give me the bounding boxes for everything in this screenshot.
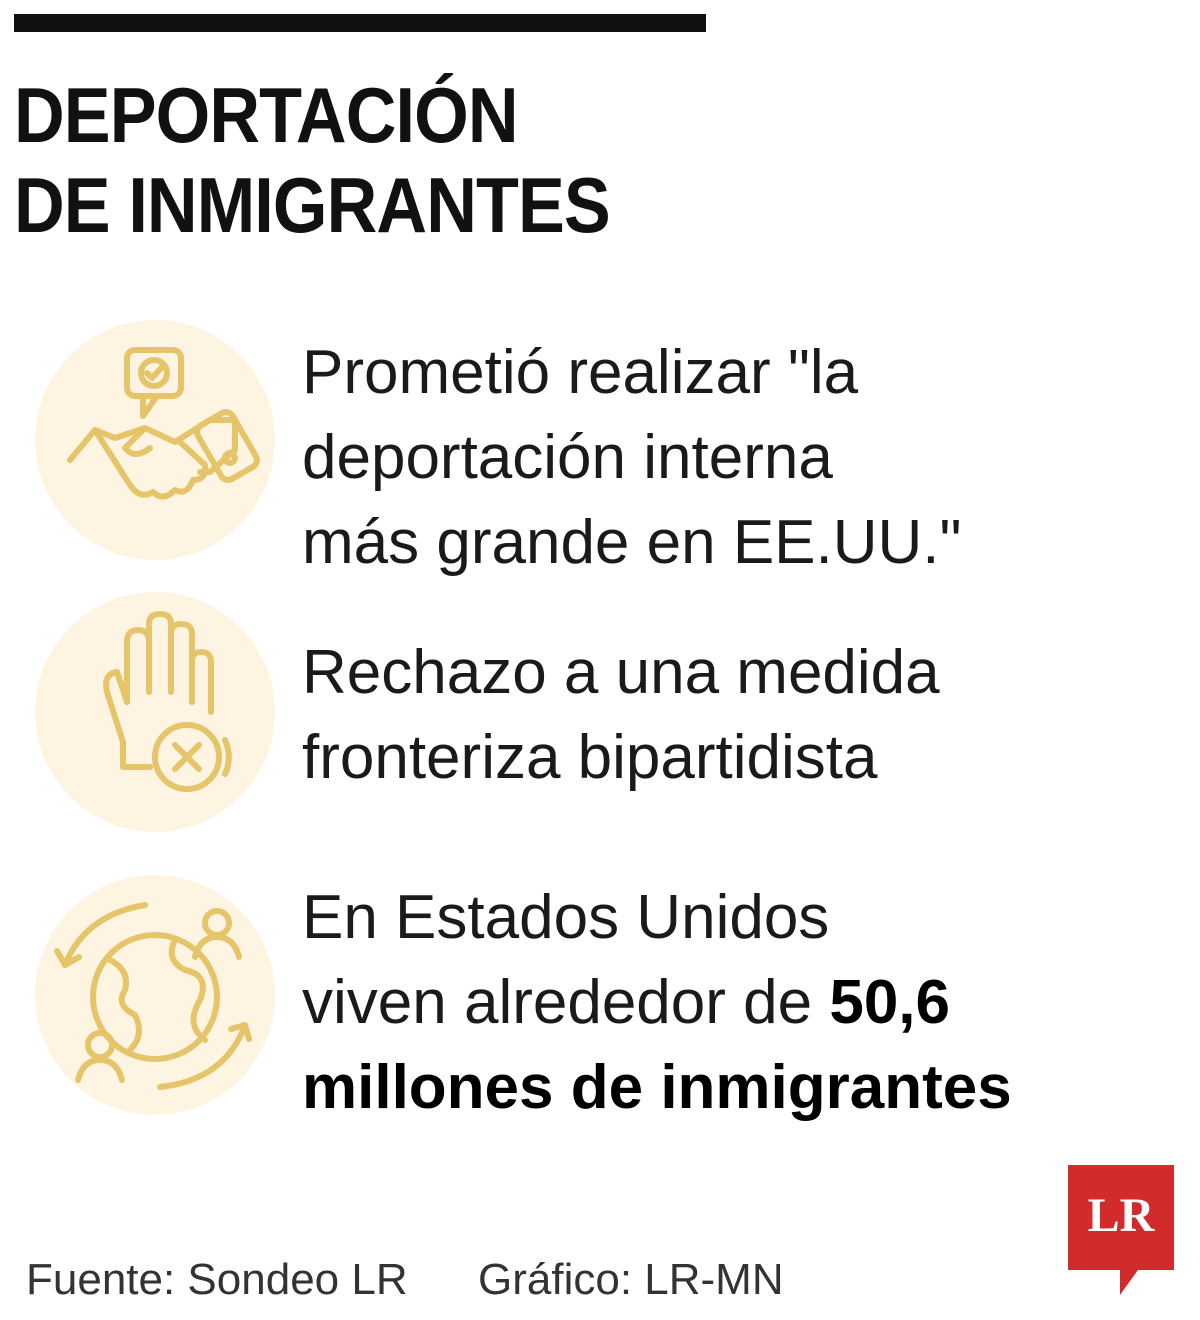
item-line: Prometió realizar "la bbox=[302, 338, 859, 407]
item-line: En Estados Unidos bbox=[302, 883, 830, 952]
logo: LR bbox=[1068, 1165, 1174, 1295]
item-text: Rechazo a una medida fronteriza bipartid… bbox=[302, 630, 940, 800]
item-line: viven alrededor de bbox=[302, 968, 813, 1037]
item-line: deportación interna bbox=[302, 423, 833, 492]
title: DEPORTACIÓN DE INMIGRANTES bbox=[14, 70, 611, 250]
item-line-wrap: viven alrededor de 50,6 bbox=[302, 960, 1012, 1045]
icon-handshake bbox=[35, 320, 275, 560]
item-line: Rechazo a una medida bbox=[302, 638, 940, 707]
icon-globe bbox=[35, 875, 275, 1115]
item-text: Prometió realizar "la deportación intern… bbox=[302, 330, 962, 585]
item-line: más grande en EE.UU." bbox=[302, 508, 962, 577]
item-text: En Estados Unidos viven alrededor de 50,… bbox=[302, 875, 1012, 1130]
top-bar bbox=[14, 14, 706, 32]
footer-source: Fuente: Sondeo LR bbox=[26, 1255, 408, 1304]
item-highlight: millones de inmigrantes bbox=[302, 1053, 1012, 1122]
title-line: DE INMIGRANTES bbox=[14, 161, 611, 249]
title-line: DEPORTACIÓN bbox=[14, 71, 519, 159]
icon-hand bbox=[35, 592, 275, 832]
item-highlight: 50,6 bbox=[829, 968, 951, 1037]
item-line: fronteriza bipartidista bbox=[302, 723, 878, 792]
footer-credit: Gráfico: LR-MN bbox=[478, 1255, 784, 1304]
logo-text: LR bbox=[1088, 1189, 1156, 1242]
